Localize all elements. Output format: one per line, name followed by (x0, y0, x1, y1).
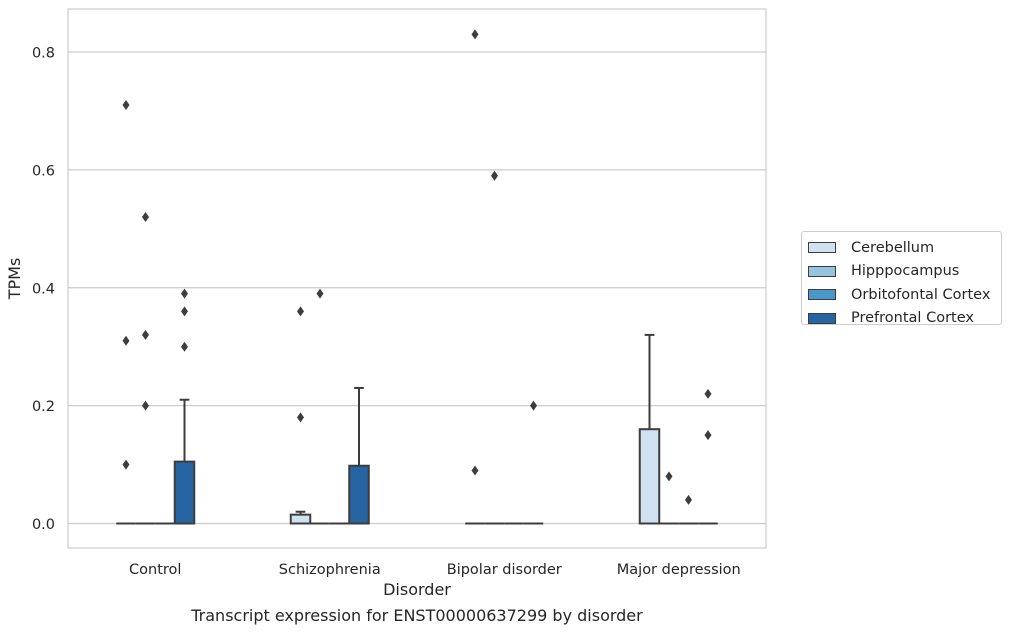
legend-label: Orbitofontal Cortex (851, 286, 991, 303)
y-axis-label: TPMs (5, 258, 24, 301)
y-tick-label: 0.6 (32, 163, 55, 179)
gridlines (68, 51, 766, 525)
outlier-point (530, 400, 537, 411)
legend-item: Cerebellum (808, 236, 1001, 260)
legend-item: Hipppocampus (808, 260, 1001, 284)
legend-label: Cerebellum (851, 239, 935, 256)
y-tick-label: 0.2 (32, 399, 55, 415)
outlier-point (181, 288, 188, 299)
legend-item: Orbitofontal Cortex (808, 283, 1001, 307)
outlier-point (704, 388, 712, 399)
figure-caption: Transcript expression for ENST0000063729… (191, 606, 643, 625)
legend-swatch (808, 242, 836, 254)
legend-item: Prefrontal Cortex (808, 307, 1001, 331)
axis-ticks: 0.0 0.2 0.4 0.6 0.8 Control Schizophrenia Bipol… (32, 46, 741, 579)
series-prefrontal-cortex (173, 288, 718, 525)
outlier-point (665, 471, 673, 482)
outlier-point (142, 400, 149, 411)
x-axis-label: Disorder (383, 580, 451, 599)
legend: Cerebellum Hipppocampus Orbitofontal Corte… (801, 231, 1002, 326)
outlier-point (122, 100, 130, 111)
x-tick-label: Major depression (617, 562, 741, 578)
box (638, 428, 661, 525)
outlier-point (142, 212, 149, 223)
y-tick-label: 0.8 (32, 46, 55, 62)
x-tick-label: Schizophrenia (279, 562, 381, 578)
outlier-point (122, 459, 130, 470)
outlier-point (181, 306, 188, 317)
series-hipppocampus (135, 170, 679, 525)
legend-label: Prefrontal Cortex (851, 310, 974, 327)
legend-swatch (808, 312, 836, 324)
outlier-point (471, 465, 479, 476)
box (173, 460, 196, 525)
series-orbitofontal-cortex (155, 494, 699, 525)
series-cerebellum (116, 29, 661, 525)
x-tick-label: Bipolar disorder (447, 562, 562, 578)
y-tick-label: 0.4 (32, 281, 55, 297)
outlier-point (704, 430, 712, 441)
outlier-point (297, 306, 304, 317)
outlier-point (181, 341, 188, 352)
x-tick-label: Control (129, 562, 181, 578)
box (348, 464, 370, 525)
legend-swatch (808, 289, 836, 301)
outlier-point (142, 329, 149, 340)
box (289, 513, 312, 525)
outlier-point (491, 170, 498, 181)
outlier-point (685, 494, 692, 505)
y-tick-label: 0.0 (32, 517, 55, 533)
outlier-point (471, 29, 479, 40)
outlier-point (297, 412, 304, 423)
plot-area-frame (67, 8, 767, 549)
boxes (116, 29, 718, 525)
outlier-point (122, 335, 130, 346)
outlier-point (316, 288, 324, 299)
legend-label: Hipppocampus (851, 263, 960, 280)
legend-swatch (808, 265, 836, 277)
